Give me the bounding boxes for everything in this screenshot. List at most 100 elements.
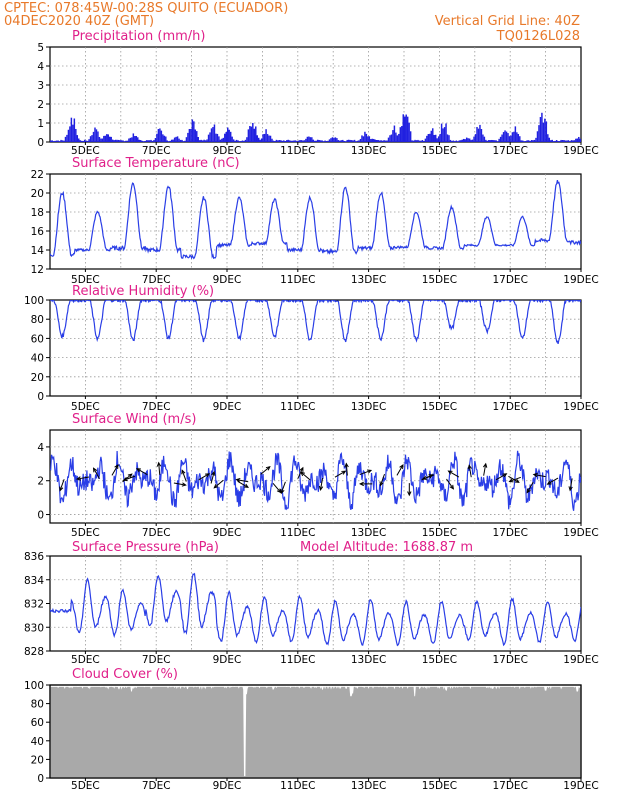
precip-bar xyxy=(83,139,86,142)
x-tick-label: 5DEC xyxy=(71,654,100,666)
precip-bar xyxy=(293,140,295,142)
precip-bar xyxy=(281,140,284,142)
precip-bar xyxy=(334,137,337,142)
x-tick-label: 7DEC xyxy=(142,401,171,413)
precip-bar xyxy=(91,135,93,142)
precip-bar xyxy=(88,139,90,142)
precip-bar xyxy=(82,140,84,142)
precip-bar xyxy=(160,130,163,142)
precip-bar xyxy=(151,140,154,142)
precip-bar xyxy=(330,138,332,142)
precip-bar xyxy=(150,139,152,142)
x-tick-label: 17DEC xyxy=(492,145,527,157)
precip-bar xyxy=(404,116,406,142)
precip-bar xyxy=(399,127,402,142)
precip-bar xyxy=(325,141,328,142)
precip-bar xyxy=(168,141,170,142)
precip-bar xyxy=(64,136,67,142)
x-tick-label: 9DEC xyxy=(213,145,242,157)
x-tick-label: 15DEC xyxy=(422,274,457,286)
precip-bar xyxy=(176,136,179,142)
x-tick-label: 11DEC xyxy=(280,145,315,157)
precip-bar xyxy=(461,139,463,142)
precip-bar xyxy=(114,139,117,142)
precip-bar xyxy=(154,138,157,142)
precip-bar xyxy=(520,140,522,142)
x-tick-label: 13DEC xyxy=(351,401,386,413)
precip-bar xyxy=(55,140,58,142)
wind-arrow xyxy=(272,482,282,494)
precip-bar xyxy=(210,128,213,142)
precip-bar xyxy=(159,128,161,142)
precip-bar xyxy=(439,133,441,142)
wind-arrow xyxy=(135,468,148,476)
precip-bar xyxy=(109,136,111,142)
wind-arrow xyxy=(467,464,472,478)
precip-bar xyxy=(302,140,304,142)
precip-bar xyxy=(297,140,300,142)
precip-bar xyxy=(142,141,145,142)
precip-bar xyxy=(417,139,419,142)
precip-bar xyxy=(100,138,102,142)
x-tick-label: 5DEC xyxy=(71,780,100,792)
precip-bar xyxy=(495,140,497,142)
precip-bar xyxy=(445,123,447,142)
precip-bar xyxy=(218,136,220,142)
precip-bar xyxy=(228,129,230,142)
precip-bar xyxy=(75,128,77,142)
precip-bar xyxy=(423,140,425,142)
wind-arrow xyxy=(508,476,521,483)
precip-bar xyxy=(449,139,452,142)
precip-bar xyxy=(502,132,505,142)
precip-bar xyxy=(471,139,474,142)
precip-bar xyxy=(409,131,412,142)
precip-bar xyxy=(196,131,198,142)
precip-bar xyxy=(314,140,316,142)
precip-bar xyxy=(191,119,194,142)
x-tick-label: 7DEC xyxy=(142,274,171,286)
precip-bar xyxy=(213,124,216,142)
precip-bar xyxy=(415,140,418,142)
precip-bar xyxy=(375,140,378,142)
precip-bar xyxy=(303,140,306,142)
precip-bar xyxy=(579,138,581,142)
precip-bar xyxy=(250,126,253,142)
precip-bar xyxy=(339,140,341,142)
precip-bar xyxy=(545,121,548,142)
precip-bar xyxy=(170,139,173,142)
x-tick-label: 15DEC xyxy=(422,654,457,666)
precip-bar xyxy=(514,126,517,142)
wind-arrow xyxy=(173,482,187,487)
precip-bar xyxy=(76,135,79,142)
precip-bar xyxy=(460,140,462,142)
precip-bar xyxy=(578,136,580,142)
precip-bar xyxy=(437,136,440,142)
precip-bar xyxy=(54,140,56,142)
precip-bar xyxy=(539,117,542,142)
panel-title: Cloud Cover (%) xyxy=(72,667,178,682)
precip-bar xyxy=(567,140,570,142)
y-tick-label: 20 xyxy=(31,754,44,766)
precip-bar xyxy=(275,139,278,142)
precip-bar xyxy=(436,138,438,142)
precip-bar xyxy=(50,140,52,142)
precip-bar xyxy=(401,126,403,142)
precip-bar xyxy=(355,141,357,142)
precip-bar xyxy=(286,140,288,142)
wind-arrow xyxy=(210,470,216,484)
precip-bar xyxy=(340,140,343,142)
y-tick-label: 4 xyxy=(37,61,44,73)
x-tick-label: 15DEC xyxy=(422,527,457,539)
precip-bar xyxy=(364,131,366,142)
precip-bar xyxy=(517,133,520,142)
precip-bar xyxy=(533,139,536,142)
precip-bar xyxy=(532,140,534,142)
precip-bar xyxy=(67,129,70,142)
y-tick-label: 22 xyxy=(31,169,44,181)
precip-bar xyxy=(278,140,281,142)
precip-bar xyxy=(138,139,140,142)
precip-bar xyxy=(464,139,466,142)
precip-bar xyxy=(198,140,201,142)
wind-arrow xyxy=(75,476,90,481)
